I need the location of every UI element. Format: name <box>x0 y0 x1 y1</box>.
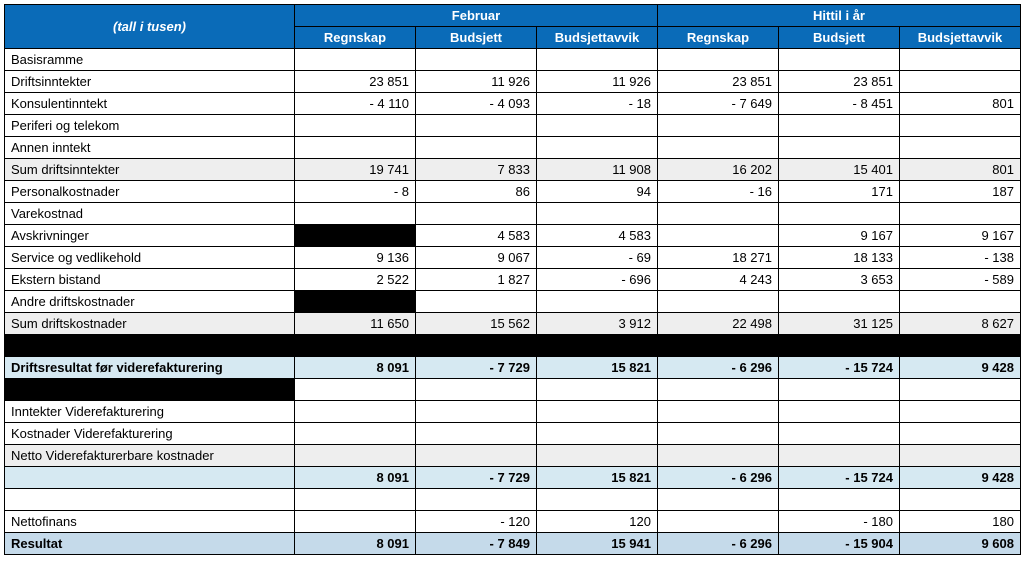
row-nettofinans: Nettofinans - 120 120 - 180 180 <box>5 511 1021 533</box>
col-regnskap-1: Regnskap <box>295 27 416 49</box>
row-spacer-before-nettofinans <box>5 489 1021 511</box>
row-resultat: Resultat 8 091 - 7 849 15 941 - 6 296 - … <box>5 533 1021 555</box>
col-budsjett-1: Budsjett <box>416 27 537 49</box>
row-driftsinntekter: Driftsinntekter 23 851 11 926 11 926 23 … <box>5 71 1021 93</box>
header-group-februar: Februar <box>295 5 658 27</box>
row-personalkostnader: Personalkostnader - 8 86 94 - 16 171 187 <box>5 181 1021 203</box>
row-sumdriftskostnader: Sum driftskostnader 11 650 15 562 3 912 … <box>5 313 1021 335</box>
row-periferi: Periferi og telekom <box>5 115 1021 137</box>
row-service: Service og vedlikehold 9 136 9 067 - 69 … <box>5 247 1021 269</box>
redacted-cell <box>295 291 416 313</box>
col-avvik-2: Budsjettavvik <box>900 27 1021 49</box>
row-inntvidere: Inntekter Viderefakturering <box>5 401 1021 423</box>
financial-table: (tall i tusen) Februar Hittil i år Regns… <box>4 4 1021 555</box>
redacted-cell <box>5 379 295 401</box>
row-kostvidere: Kostnader Viderefakturering <box>5 423 1021 445</box>
row-black-spacer-1 <box>5 335 1021 357</box>
col-avvik-1: Budsjettavvik <box>537 27 658 49</box>
row-sumdriftsinntekter: Sum driftsinntekter 19 741 7 833 11 908 … <box>5 159 1021 181</box>
col-regnskap-2: Regnskap <box>658 27 779 49</box>
subtitle-cell: (tall i tusen) <box>5 5 295 49</box>
row-andre: Andre driftskostnader <box>5 291 1021 313</box>
col-budsjett-2: Budsjett <box>779 27 900 49</box>
cell-label: Basisramme <box>5 49 295 71</box>
row-basisramme: Basisramme <box>5 49 1021 71</box>
row-driftsresultat: Driftsresultat før viderefakturering 8 0… <box>5 357 1021 379</box>
row-nettovidere: Netto Viderefakturerbare kostnader <box>5 445 1021 467</box>
row-avskrivninger: Avskrivninger 4 583 4 583 9 167 9 167 <box>5 225 1021 247</box>
row-varekostnad: Varekostnad <box>5 203 1021 225</box>
redacted-row <box>5 335 1021 357</box>
redacted-cell <box>5 467 295 489</box>
header-group-hittil: Hittil i år <box>658 5 1021 27</box>
row-subtotal2: 8 091 - 7 729 15 821 - 6 296 - 15 724 9 … <box>5 467 1021 489</box>
row-anneninntekt: Annen inntekt <box>5 137 1021 159</box>
row-ekstern: Ekstern bistand 2 522 1 827 - 696 4 243 … <box>5 269 1021 291</box>
row-spacer-after-driftsresultat <box>5 379 1021 401</box>
redacted-cell <box>295 225 416 247</box>
row-konsulentinntekt: Konsulentinntekt - 4 110 - 4 093 - 18 - … <box>5 93 1021 115</box>
header-row-groups: (tall i tusen) Februar Hittil i år <box>5 5 1021 27</box>
